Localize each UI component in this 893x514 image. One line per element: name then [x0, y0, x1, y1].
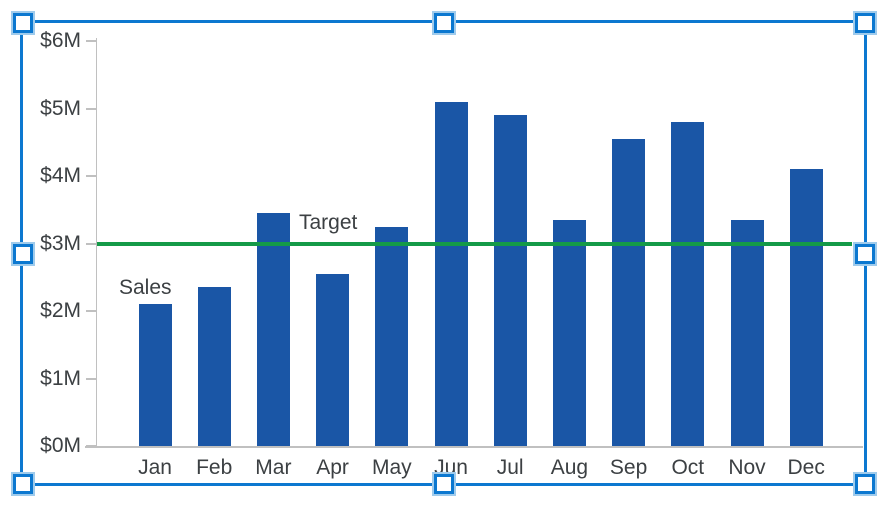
y-tick-mark — [86, 107, 97, 110]
y-tick-label: $4M — [40, 164, 81, 187]
selection-handle-top-right[interactable] — [854, 13, 875, 33]
x-tick-label: Mar — [255, 456, 292, 479]
bar-aug[interactable] — [552, 219, 586, 446]
selection-handle-middle-right[interactable] — [854, 243, 875, 264]
selection-handle-top-center[interactable] — [433, 13, 454, 33]
x-tick-label: Sep — [609, 456, 648, 479]
selection-handle-bottom-left[interactable] — [13, 474, 33, 494]
y-tick-label: $3M — [40, 231, 81, 255]
x-tick-label: Feb — [196, 456, 233, 479]
selection-handle-bottom-right[interactable] — [854, 474, 875, 494]
target-line[interactable] — [97, 241, 852, 246]
y-tick-mark — [86, 40, 97, 42]
selection-handle-top-left[interactable] — [13, 13, 33, 33]
bar-may[interactable] — [375, 226, 409, 446]
selection-handle-middle-left[interactable] — [13, 243, 33, 264]
bar-nov[interactable] — [730, 219, 764, 446]
y-tick-mark — [86, 445, 97, 447]
y-tick-mark — [86, 310, 97, 312]
bar-feb[interactable] — [197, 287, 231, 446]
x-axis-line — [85, 445, 863, 448]
y-tick-label: $5M — [40, 96, 81, 120]
y-tick-mark — [86, 377, 97, 380]
bar-dec[interactable] — [789, 169, 823, 446]
bar-jul[interactable] — [493, 115, 527, 446]
y-tick-label: $6M — [40, 29, 81, 52]
x-tick-label: Apr — [316, 456, 349, 479]
y-tick-label: $2M — [40, 299, 81, 322]
bar-jun[interactable] — [434, 101, 468, 446]
bar-oct[interactable] — [671, 122, 705, 446]
y-tick-mark — [86, 242, 97, 245]
y-tick-mark — [86, 175, 97, 177]
x-tick-label: Oct — [671, 456, 705, 479]
bar-jan[interactable] — [138, 304, 172, 446]
x-tick-label: Jan — [138, 456, 172, 479]
x-tick-label: May — [371, 456, 412, 479]
target-label[interactable]: Target — [299, 211, 358, 234]
x-tick-label: Jul — [496, 456, 524, 479]
bar-mar[interactable] — [256, 213, 290, 446]
x-tick-label: Jun — [434, 456, 468, 479]
y-tick-label: $1M — [40, 366, 81, 390]
bar-apr[interactable] — [316, 273, 350, 446]
bar-sep[interactable] — [612, 138, 646, 446]
series-label-sales[interactable]: Sales — [119, 276, 172, 299]
x-tick-label: Dec — [787, 456, 825, 479]
y-tick-label: $0M — [40, 434, 81, 457]
selection-handle-bottom-center[interactable] — [433, 474, 454, 494]
x-tick-label: Nov — [728, 456, 766, 479]
x-tick-label: Aug — [550, 456, 589, 479]
